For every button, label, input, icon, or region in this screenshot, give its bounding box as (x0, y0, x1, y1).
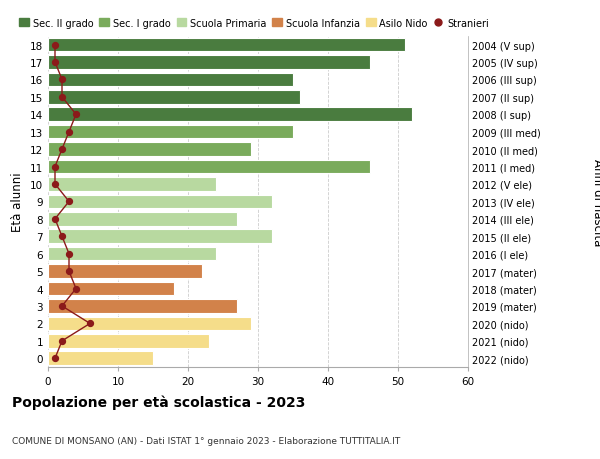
Bar (48, 317, 251, 330)
Bar (48, 143, 251, 157)
Point (64, 198, 74, 206)
Point (71, 285, 81, 292)
Bar (48, 39, 405, 52)
Point (71, 112, 81, 119)
Point (64, 129, 74, 136)
Bar (48, 160, 370, 174)
Point (57, 337, 67, 345)
Point (57, 233, 67, 241)
Point (50, 216, 60, 223)
Bar (48, 195, 272, 209)
Point (64, 268, 74, 275)
Text: Anni di nascita: Anni di nascita (590, 158, 600, 246)
Point (50, 42, 60, 49)
Point (64, 251, 74, 258)
Legend: Sec. II grado, Sec. I grado, Scuola Primaria, Scuola Infanzia, Asilo Nido, Stran: Sec. II grado, Sec. I grado, Scuola Prim… (19, 18, 489, 28)
Bar (48, 265, 202, 278)
Y-axis label: Età alunni: Età alunni (11, 172, 25, 232)
Bar (48, 352, 153, 365)
Point (57, 302, 67, 310)
Bar (48, 282, 174, 296)
Point (50, 163, 60, 171)
Bar (48, 91, 300, 104)
Bar (48, 56, 370, 70)
Point (57, 146, 67, 153)
Point (85, 320, 95, 327)
Text: Popolazione per età scolastica - 2023: Popolazione per età scolastica - 2023 (12, 395, 305, 409)
Point (50, 59, 60, 67)
Bar (48, 73, 293, 87)
Text: COMUNE DI MONSANO (AN) - Dati ISTAT 1° gennaio 2023 - Elaborazione TUTTITALIA.IT: COMUNE DI MONSANO (AN) - Dati ISTAT 1° g… (12, 436, 400, 445)
Bar (48, 247, 216, 261)
Bar (48, 300, 237, 313)
Point (50, 181, 60, 188)
Point (57, 77, 67, 84)
Bar (48, 178, 216, 191)
Point (57, 94, 67, 101)
Bar (48, 230, 272, 244)
Bar (48, 213, 237, 226)
Bar (48, 108, 412, 122)
Point (50, 355, 60, 362)
Bar (48, 334, 209, 348)
Bar (48, 126, 293, 139)
